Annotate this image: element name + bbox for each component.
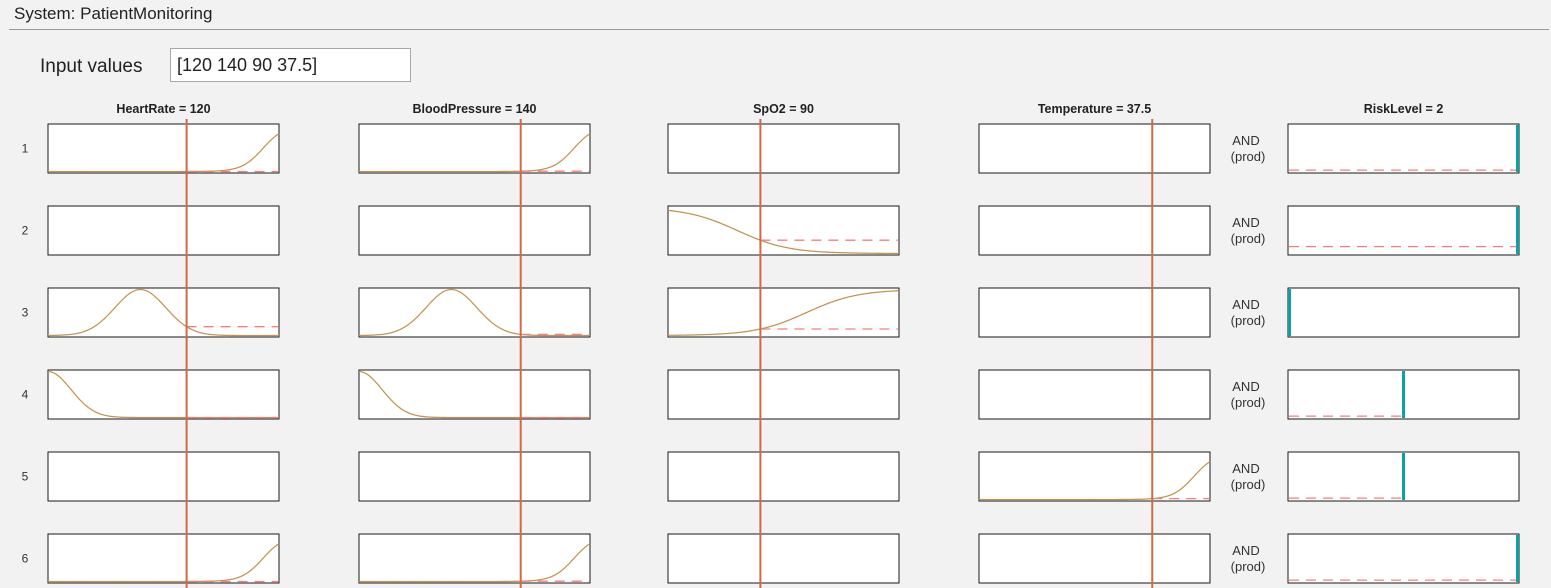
- input-mf-panel: [667, 369, 900, 420]
- input-mf-panel: [978, 205, 1211, 256]
- rule-number: 3: [22, 306, 29, 320]
- output-mf-panel: [1287, 205, 1520, 256]
- input-mf-panel: [47, 123, 280, 174]
- rule-operator-method: (prod): [1231, 313, 1266, 328]
- rule-number: 5: [22, 470, 29, 484]
- rule-operator-method: (prod): [1231, 477, 1266, 492]
- input-mf-panel: [358, 123, 591, 174]
- input-mf-panel: [667, 205, 900, 256]
- title-divider: [9, 29, 1549, 30]
- input-mf-panel: [47, 533, 280, 584]
- input-values-field[interactable]: [170, 48, 411, 82]
- rule-operator: AND: [1232, 215, 1259, 230]
- input-column-title: Temperature = 37.5: [1038, 102, 1151, 116]
- membership-function-curve-shade: [47, 289, 279, 336]
- input-mf-panel: [667, 533, 900, 584]
- membership-function-curve-shade: [667, 290, 900, 336]
- membership-function-curve-shade: [359, 543, 591, 582]
- input-mf-panel: [358, 369, 591, 420]
- output-column-title: RiskLevel = 2: [1364, 102, 1444, 116]
- rule-operator: AND: [1232, 543, 1259, 558]
- membership-function-curve-shade: [48, 543, 280, 582]
- input-mf-panel: [978, 533, 1211, 584]
- rule-operator-method: (prod): [1231, 395, 1266, 410]
- input-column-title: BloodPressure = 140: [412, 102, 536, 116]
- input-mf-panel: [667, 123, 900, 174]
- input-mf-panel: [47, 205, 280, 256]
- output-mf-panel: [1287, 123, 1520, 174]
- input-mf-panel: [978, 123, 1211, 174]
- membership-function-curve-shade: [979, 461, 1211, 500]
- rule-number: 6: [22, 552, 29, 566]
- input-mf-panel: [47, 451, 280, 502]
- output-mf-panel: [1287, 533, 1520, 584]
- input-mf-panel: [978, 369, 1211, 420]
- rule-number: 4: [22, 388, 29, 402]
- rule-operator-method: (prod): [1231, 559, 1266, 574]
- rule-operator-method: (prod): [1231, 231, 1266, 246]
- input-mf-panel: [667, 287, 900, 338]
- input-values-label: Input values: [40, 56, 143, 77]
- rule-number: 1: [22, 142, 29, 156]
- membership-function-curve-shade: [667, 210, 900, 254]
- rule-operator: AND: [1232, 461, 1259, 476]
- membership-function-curve-shade: [358, 371, 590, 418]
- input-mf-panel: [667, 451, 900, 502]
- rule-number: 2: [22, 224, 29, 238]
- input-mf-panel: [978, 451, 1211, 502]
- input-column-title: HeartRate = 120: [116, 102, 210, 116]
- input-mf-panel: [47, 287, 280, 338]
- rule-operator: AND: [1232, 297, 1259, 312]
- input-mf-panel: [47, 369, 280, 420]
- input-mf-panel: [358, 205, 591, 256]
- input-mf-panel: [358, 287, 591, 338]
- input-mf-panel: [358, 533, 591, 584]
- rule-operator: AND: [1232, 379, 1259, 394]
- membership-function-curve-shade: [358, 289, 590, 336]
- output-mf-panel: [1287, 287, 1520, 338]
- input-column-title: SpO2 = 90: [753, 102, 814, 116]
- system-title: System: PatientMonitoring: [14, 4, 213, 23]
- input-mf-panel: [978, 287, 1211, 338]
- input-mf-panel: [358, 451, 591, 502]
- membership-function-curve-shade: [359, 133, 591, 172]
- membership-function-curve-shade: [48, 133, 280, 172]
- rule-operator-method: (prod): [1231, 149, 1266, 164]
- rule-operator: AND: [1232, 133, 1259, 148]
